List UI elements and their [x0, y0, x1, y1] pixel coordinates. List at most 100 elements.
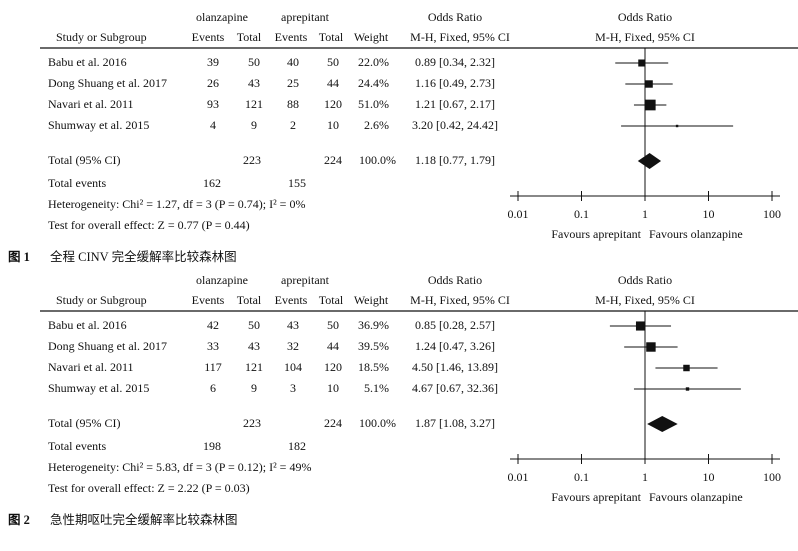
odds-ratio-ci: 1.87 [1.08, 3.27]	[415, 416, 495, 430]
events: 3	[290, 381, 296, 395]
column-header: Events	[275, 293, 308, 307]
column-header: Study or Subgroup	[56, 30, 147, 44]
total: 44	[327, 339, 339, 353]
events: 93	[207, 97, 219, 111]
study-name: Dong Shuang et al. 2017	[48, 76, 167, 90]
column-title: Odds Ratio	[428, 273, 482, 287]
total: 50	[248, 55, 260, 69]
x-tick-label: 1	[642, 470, 648, 484]
x-tick-label: 10	[703, 207, 715, 221]
study-name: Babu et al. 2016	[48, 318, 127, 332]
study-name: Navari et al. 2011	[48, 360, 134, 374]
events: 2	[290, 118, 296, 132]
odds-ratio-ci: 1.18 [0.77, 1.79]	[415, 153, 495, 167]
heterogeneity: Heterogeneity: Chi² = 5.83, df = 3 (P = …	[48, 460, 311, 474]
x-tick-label: 0.01	[508, 470, 529, 484]
events: 6	[210, 381, 216, 395]
group-label: olanzapine	[196, 273, 248, 287]
heterogeneity: Heterogeneity: Chi² = 1.27, df = 3 (P = …	[48, 197, 305, 211]
column-header: Weight	[354, 30, 389, 44]
events: 4	[210, 118, 216, 132]
column-header: Events	[192, 293, 225, 307]
total-label: Total (95% CI)	[48, 153, 120, 167]
events: 39	[207, 55, 219, 69]
events: 198	[203, 439, 221, 453]
group-label: aprepitant	[281, 10, 330, 24]
x-tick-label: 0.1	[574, 207, 589, 221]
total: 9	[251, 118, 257, 132]
events: 155	[288, 176, 306, 190]
odds-ratio-ci: 1.24 [0.47, 3.26]	[415, 339, 495, 353]
favours-left: Favours aprepitant	[551, 227, 641, 241]
events: 43	[287, 318, 299, 332]
weight: 24.4%	[358, 76, 389, 90]
weight: 51.0%	[358, 97, 389, 111]
group-label: olanzapine	[196, 10, 248, 24]
total: 224	[324, 416, 342, 430]
odds-ratio-ci: 3.20 [0.42, 24.42]	[412, 118, 498, 132]
total: 223	[243, 153, 261, 167]
total: 121	[245, 97, 263, 111]
total: 9	[251, 381, 257, 395]
events: 25	[287, 76, 299, 90]
column-header: M-H, Fixed, 95% CI	[595, 30, 695, 44]
odds-ratio-ci: 4.50 [1.46, 13.89]	[412, 360, 498, 374]
study-name: Dong Shuang et al. 2017	[48, 339, 167, 353]
weight: 5.1%	[364, 381, 389, 395]
total: 43	[248, 339, 260, 353]
events: 182	[288, 439, 306, 453]
total: 43	[248, 76, 260, 90]
study-name: Babu et al. 2016	[48, 55, 127, 69]
events: 104	[284, 360, 302, 374]
weight: 2.6%	[364, 118, 389, 132]
events: 26	[207, 76, 219, 90]
x-tick-label: 0.01	[508, 207, 529, 221]
study-square	[683, 364, 690, 372]
events: 42	[207, 318, 219, 332]
study-square	[646, 342, 656, 352]
total: 121	[245, 360, 263, 374]
total: 50	[327, 55, 339, 69]
column-header: Weight	[354, 293, 389, 307]
study-square	[685, 387, 690, 391]
caption: 急性期呕吐完全缓解率比较森林图	[50, 512, 238, 527]
odds-ratio-ci: 0.85 [0.28, 2.57]	[415, 318, 495, 332]
total: 50	[248, 318, 260, 332]
weight: 100.0%	[359, 153, 396, 167]
events: 162	[203, 176, 221, 190]
column-title: Odds Ratio	[428, 10, 482, 24]
column-header: M-H, Fixed, 95% CI	[410, 30, 510, 44]
total: 224	[324, 153, 342, 167]
caption-label: 图 1	[8, 250, 30, 264]
total: 44	[327, 76, 339, 90]
column-title: Odds Ratio	[618, 273, 672, 287]
weight: 22.0%	[358, 55, 389, 69]
overall-effect: Test for overall effect: Z = 0.77 (P = 0…	[48, 218, 250, 232]
column-header: M-H, Fixed, 95% CI	[595, 293, 695, 307]
total: 50	[327, 318, 339, 332]
total: 223	[243, 416, 261, 430]
caption: 全程 CINV 完全缓解率比较森林图	[50, 249, 237, 264]
favours-left: Favours aprepitant	[551, 490, 641, 504]
weight: 100.0%	[359, 416, 396, 430]
column-header: Study or Subgroup	[56, 293, 147, 307]
odds-ratio-ci: 1.16 [0.49, 2.73]	[415, 76, 495, 90]
x-tick-label: 1	[642, 207, 648, 221]
events: 88	[287, 97, 299, 111]
total-label: Total (95% CI)	[48, 416, 120, 430]
study-name: Shumway et al. 2015	[48, 118, 149, 132]
favours-right: Favours olanzapine	[649, 490, 743, 504]
study-square	[675, 124, 679, 128]
study-square	[645, 80, 653, 88]
total-events-label: Total events	[48, 176, 106, 190]
summary-diamond	[647, 416, 678, 432]
weight: 18.5%	[358, 360, 389, 374]
caption-label: 图 2	[8, 513, 30, 527]
study-square	[635, 321, 646, 331]
weight: 39.5%	[358, 339, 389, 353]
weight: 36.9%	[358, 318, 389, 332]
study-square	[638, 59, 646, 67]
summary-diamond	[637, 153, 662, 169]
